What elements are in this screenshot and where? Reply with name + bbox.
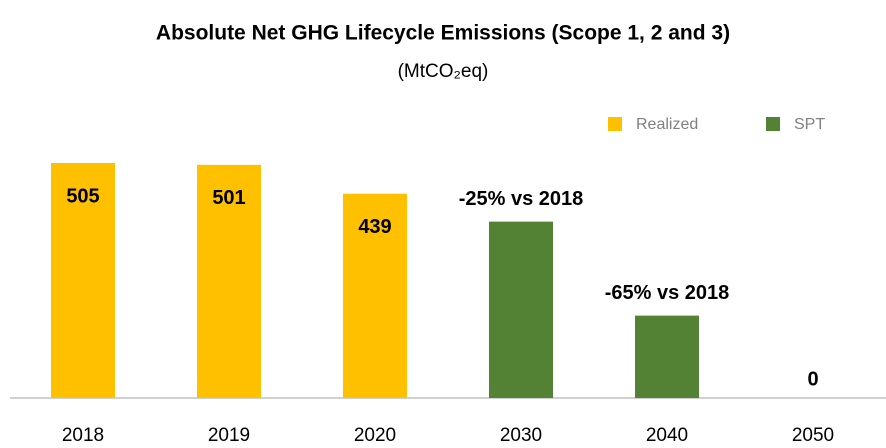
legend-swatch [608,117,622,131]
x-tick-label: 2019 [208,425,250,446]
data-label: 501 [212,187,245,209]
x-tick-label: 2050 [792,425,834,446]
x-tick-label: 2030 [500,425,542,446]
x-tick-label: 2040 [646,425,688,446]
chart-subtitle: (MtCO₂eq) [398,61,489,82]
legend-swatch [766,117,780,131]
bar [343,193,407,398]
bar [489,221,553,398]
x-tick-label: 2020 [354,425,396,446]
data-label: 505 [66,185,99,207]
bar [197,164,261,398]
bar [51,163,115,398]
x-tick-label: 2018 [62,425,104,446]
bar [635,315,699,398]
data-label: 439 [358,216,391,238]
data-label: 0 [807,368,818,390]
legend-label: Realized [636,116,698,133]
annotation: -65% vs 2018 [605,282,730,304]
legend-label: SPT [794,116,825,133]
chart-title: Absolute Net GHG Lifecycle Emissions (Sc… [156,22,730,45]
annotation: -25% vs 2018 [459,188,584,210]
